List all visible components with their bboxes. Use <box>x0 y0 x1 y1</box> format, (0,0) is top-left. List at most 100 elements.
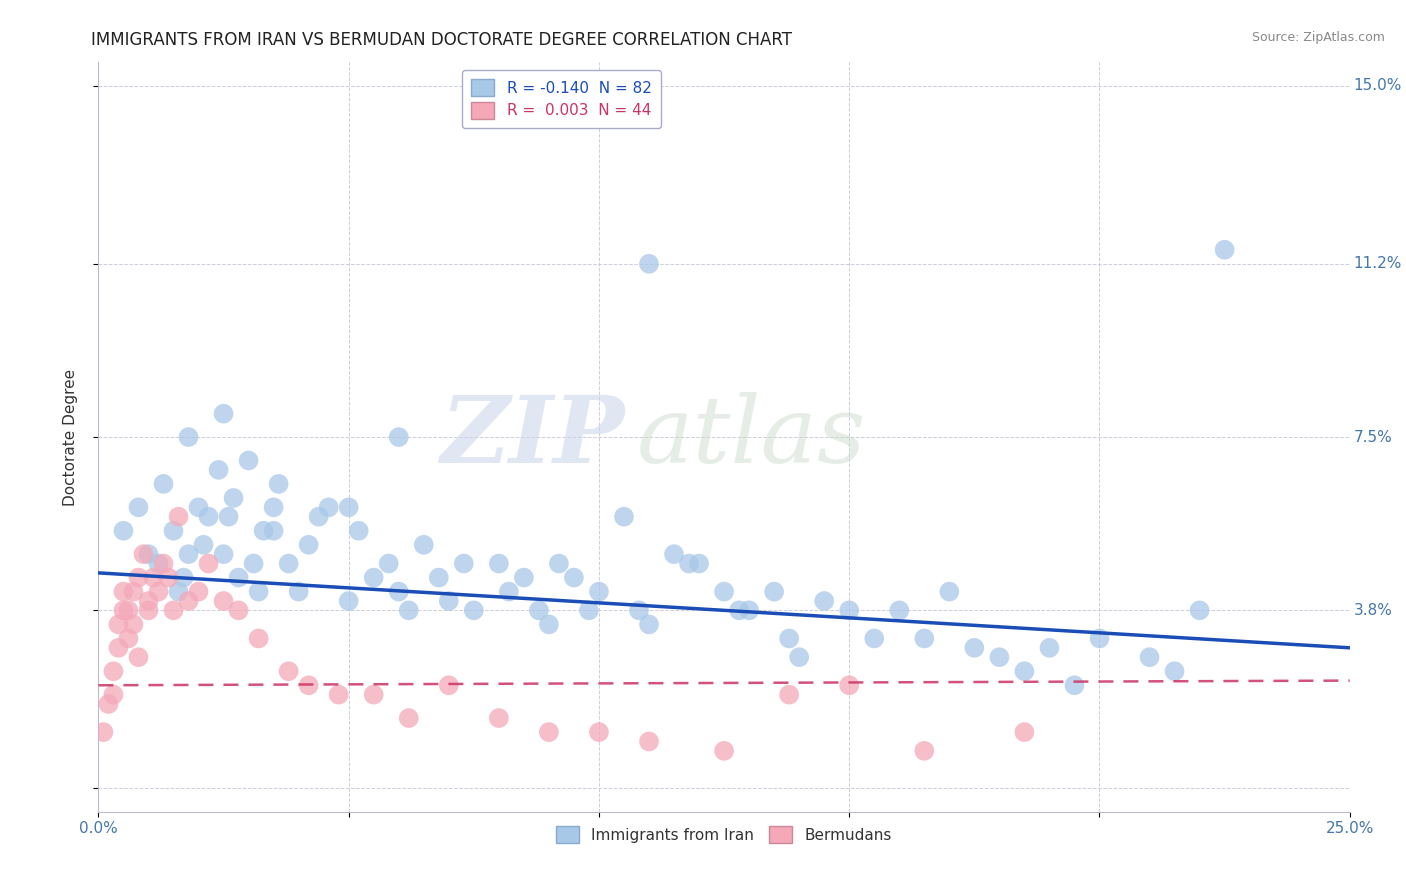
Point <box>103 688 125 702</box>
Point <box>398 711 420 725</box>
Point <box>287 584 309 599</box>
Point <box>238 453 260 467</box>
Point <box>588 584 610 599</box>
Point <box>177 547 200 561</box>
Point <box>627 603 650 617</box>
Point <box>148 557 170 571</box>
Point <box>453 557 475 571</box>
Point <box>388 430 411 444</box>
Point <box>638 617 661 632</box>
Point <box>277 664 299 678</box>
Point <box>838 678 860 692</box>
Point <box>197 509 219 524</box>
Point <box>1163 664 1185 678</box>
Text: 3.8%: 3.8% <box>1354 603 1392 618</box>
Point <box>318 500 340 515</box>
Point <box>212 407 235 421</box>
Point <box>193 538 215 552</box>
Point <box>537 725 560 739</box>
Point <box>363 688 385 702</box>
Point <box>1213 243 1236 257</box>
Point <box>127 650 149 665</box>
Point <box>562 571 585 585</box>
Point <box>112 603 135 617</box>
Point <box>988 650 1011 665</box>
Point <box>713 744 735 758</box>
Point <box>277 557 299 571</box>
Point <box>247 584 270 599</box>
Point <box>1038 640 1060 655</box>
Point <box>548 557 571 571</box>
Point <box>218 509 240 524</box>
Point <box>173 571 195 585</box>
Point <box>588 725 610 739</box>
Point <box>148 584 170 599</box>
Point <box>889 603 911 617</box>
Point <box>167 509 190 524</box>
Point <box>207 463 229 477</box>
Point <box>738 603 761 617</box>
Point <box>157 571 180 585</box>
Point <box>412 538 434 552</box>
Point <box>1088 632 1111 646</box>
Point <box>763 584 786 599</box>
Point <box>142 571 165 585</box>
Point <box>337 500 360 515</box>
Point <box>242 557 264 571</box>
Y-axis label: Doctorate Degree: Doctorate Degree <box>63 368 77 506</box>
Point <box>247 632 270 646</box>
Point <box>688 557 710 571</box>
Point <box>138 547 160 561</box>
Point <box>488 557 510 571</box>
Point <box>263 524 285 538</box>
Point <box>1014 664 1036 678</box>
Point <box>212 547 235 561</box>
Point <box>1188 603 1211 617</box>
Point <box>638 257 661 271</box>
Point <box>138 594 160 608</box>
Point <box>463 603 485 617</box>
Point <box>177 594 200 608</box>
Point <box>377 557 399 571</box>
Point <box>127 571 149 585</box>
Point <box>1139 650 1161 665</box>
Point <box>398 603 420 617</box>
Text: 15.0%: 15.0% <box>1354 78 1402 94</box>
Point <box>167 584 190 599</box>
Text: Source: ZipAtlas.com: Source: ZipAtlas.com <box>1251 31 1385 45</box>
Point <box>112 524 135 538</box>
Point <box>298 678 321 692</box>
Point <box>963 640 986 655</box>
Point <box>578 603 600 617</box>
Point <box>132 547 155 561</box>
Point <box>252 524 274 538</box>
Point <box>187 500 209 515</box>
Point <box>107 640 129 655</box>
Point <box>787 650 810 665</box>
Text: ZIP: ZIP <box>440 392 624 482</box>
Text: 7.5%: 7.5% <box>1354 430 1392 444</box>
Point <box>613 509 636 524</box>
Point <box>1014 725 1036 739</box>
Point <box>713 584 735 599</box>
Point <box>912 744 935 758</box>
Legend: Immigrants from Iran, Bermudans: Immigrants from Iran, Bermudans <box>550 820 898 849</box>
Point <box>127 500 149 515</box>
Point <box>197 557 219 571</box>
Point <box>427 571 450 585</box>
Point <box>363 571 385 585</box>
Point <box>838 603 860 617</box>
Point <box>347 524 370 538</box>
Point <box>678 557 700 571</box>
Point <box>537 617 560 632</box>
Point <box>298 538 321 552</box>
Point <box>107 617 129 632</box>
Point <box>228 571 250 585</box>
Point <box>938 584 960 599</box>
Text: IMMIGRANTS FROM IRAN VS BERMUDAN DOCTORATE DEGREE CORRELATION CHART: IMMIGRANTS FROM IRAN VS BERMUDAN DOCTORA… <box>91 31 793 49</box>
Point <box>1063 678 1085 692</box>
Point <box>152 476 174 491</box>
Point <box>638 734 661 748</box>
Point <box>437 594 460 608</box>
Point <box>513 571 536 585</box>
